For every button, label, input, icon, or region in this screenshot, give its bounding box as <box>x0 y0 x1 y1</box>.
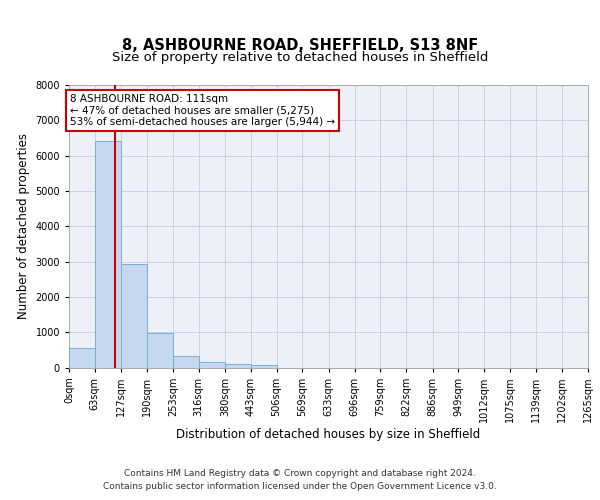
Text: Contains public sector information licensed under the Open Government Licence v3: Contains public sector information licen… <box>103 482 497 491</box>
Bar <box>251 365 277 368</box>
Bar <box>225 364 251 368</box>
Text: 8 ASHBOURNE ROAD: 111sqm
← 47% of detached houses are smaller (5,275)
53% of sem: 8 ASHBOURNE ROAD: 111sqm ← 47% of detach… <box>70 94 335 127</box>
Bar <box>147 333 173 368</box>
Bar <box>69 348 95 368</box>
Text: Size of property relative to detached houses in Sheffield: Size of property relative to detached ho… <box>112 51 488 64</box>
Bar <box>95 141 121 368</box>
Y-axis label: Number of detached properties: Number of detached properties <box>17 133 30 320</box>
Text: 8, ASHBOURNE ROAD, SHEFFIELD, S13 8NF: 8, ASHBOURNE ROAD, SHEFFIELD, S13 8NF <box>122 38 478 52</box>
Bar <box>199 362 225 368</box>
Bar <box>173 356 199 368</box>
Text: Contains HM Land Registry data © Crown copyright and database right 2024.: Contains HM Land Registry data © Crown c… <box>124 468 476 477</box>
Bar <box>121 264 147 368</box>
X-axis label: Distribution of detached houses by size in Sheffield: Distribution of detached houses by size … <box>176 428 481 440</box>
